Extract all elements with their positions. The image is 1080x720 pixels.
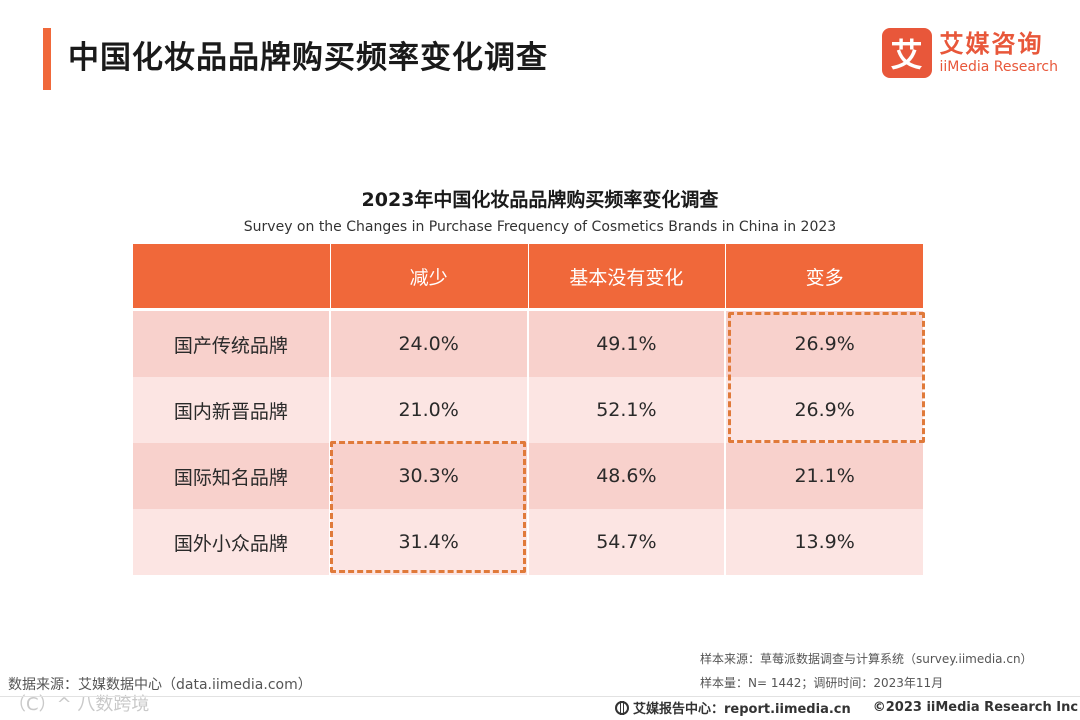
value-cell: 48.6% [527,443,725,509]
report-center-link[interactable]: 艾媒报告中心：report.iimedia.cn [633,702,851,717]
copyright: ©2023 iiMedia Research Inc [872,700,1079,715]
watermark: （C）^ 八数跨境 [8,694,150,715]
data-source: 数据来源：艾媒数据中心（data.iimedia.com） [8,677,312,693]
value-cell: 21.1% [725,443,923,509]
logo-mark-icon: 艾 [881,28,932,78]
chart-subtitle: Survey on the Changes in Purchase Freque… [243,219,837,235]
value-cell: 49.1% [527,311,725,377]
chart-title: 2023年中国化妆品品牌购买频率变化调查 [361,189,719,211]
value-cell: 13.9% [725,509,923,575]
logo-name-cn: 艾媒咨询 [939,30,1044,58]
sample-source: 样本来源：草莓派数据调查与计算系统（survey.iimedia.cn） [700,652,1033,666]
highlight-decrease-box [330,441,526,573]
table-header-row: 减少 基本没有变化 变多 [133,244,923,308]
value-cell: 26.9% [725,311,923,377]
highlight-increase-box [728,312,925,443]
brand-logo: 艾 艾媒咨询 iiMedia Research [881,28,1059,78]
value-cell: 52.1% [527,377,725,443]
globe-icon [615,700,629,715]
row-label: 国际知名品牌 [133,443,329,509]
row-label: 国内新晋品牌 [133,377,329,443]
header-cell-empty [133,244,329,308]
table-row: 国际知名品牌 30.3% 48.6% 21.1% [133,443,923,509]
table-row: 国内新晋品牌 21.0% 52.1% 26.9% [133,377,923,443]
value-cell: 54.7% [527,509,725,575]
header-cell-increase: 变多 [725,244,923,308]
value-cell: 21.0% [329,377,527,443]
header-cell-decrease: 减少 [329,244,527,308]
footer-divider [0,696,1080,697]
logo-name-en: iiMedia Research [939,59,1059,75]
row-label: 国外小众品牌 [133,509,329,575]
value-cell: 24.0% [329,311,527,377]
footer: 艾媒报告中心：report.iimedia.cn ©2023 iiMedia R… [615,698,1078,717]
table-row: 国产传统品牌 24.0% 49.1% 26.9% [133,311,923,377]
title-accent-bar [43,28,51,90]
header-cell-no-change: 基本没有变化 [527,244,725,308]
sample-size: 样本量：N= 1442；调研时间：2023年11月 [700,676,944,690]
value-cell: 31.4% [329,509,527,575]
table-row: 国外小众品牌 31.4% 54.7% 13.9% [133,509,923,575]
row-label: 国产传统品牌 [133,311,329,377]
value-cell: 26.9% [725,377,923,443]
page-title: 中国化妆品品牌购买频率变化调查 [68,40,548,76]
data-table: 减少 基本没有变化 变多 国产传统品牌 24.0% 49.1% 26.9% 国内… [133,244,923,575]
